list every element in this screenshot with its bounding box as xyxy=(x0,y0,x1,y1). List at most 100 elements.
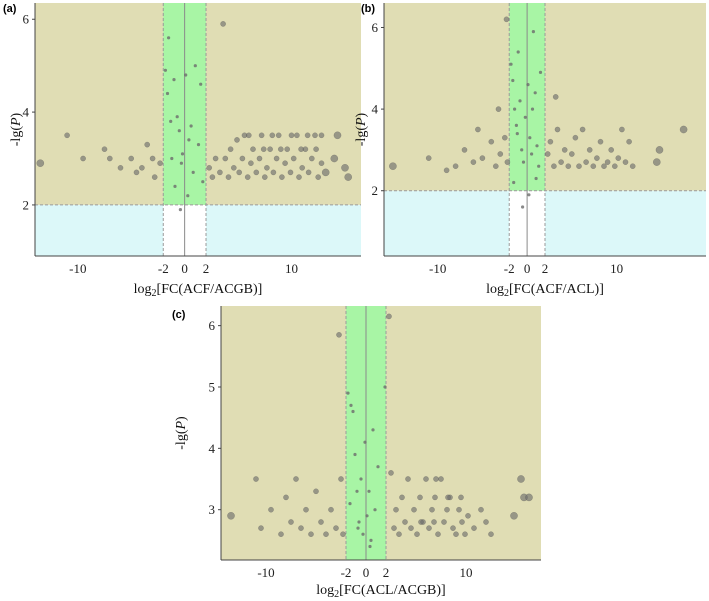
data-point xyxy=(338,476,344,482)
data-point xyxy=(450,525,456,531)
data-point xyxy=(488,531,494,538)
data-point xyxy=(572,134,579,141)
data-point xyxy=(425,155,432,161)
data-point xyxy=(517,475,525,483)
data-point xyxy=(107,155,113,162)
data-point xyxy=(178,208,182,212)
x-tick-label: 2 xyxy=(542,261,549,276)
data-point xyxy=(414,531,420,538)
y-tick-label: 2 xyxy=(372,183,379,198)
data-point xyxy=(521,160,526,164)
data-point xyxy=(258,132,265,139)
data-point xyxy=(465,513,471,519)
data-point xyxy=(367,489,371,493)
data-point xyxy=(369,538,373,543)
data-point xyxy=(315,174,322,180)
data-point xyxy=(561,147,568,153)
data-point xyxy=(535,144,539,148)
data-point xyxy=(244,174,251,180)
data-point xyxy=(184,73,188,77)
data-point xyxy=(261,174,268,180)
data-point xyxy=(258,525,264,531)
data-point xyxy=(191,170,195,174)
data-point xyxy=(227,146,234,152)
x-tick-label: 2 xyxy=(383,565,390,580)
data-point xyxy=(196,143,201,147)
data-point xyxy=(287,169,294,176)
data-point xyxy=(186,194,190,198)
x-tick-label: 0 xyxy=(524,261,531,276)
data-point xyxy=(294,132,300,139)
data-point xyxy=(357,520,361,524)
data-point xyxy=(296,174,302,180)
data-point xyxy=(239,155,246,162)
data-point xyxy=(225,174,232,180)
data-point xyxy=(530,152,534,156)
data-point xyxy=(346,391,350,395)
data-point xyxy=(234,137,240,143)
panel-label: (b) xyxy=(361,3,375,15)
data-point xyxy=(528,136,532,140)
data-point xyxy=(199,82,203,86)
data-point xyxy=(488,138,495,145)
x-axis-title: log2[FC(ACF/ACGB)] xyxy=(134,282,263,299)
y-tick-label: 4 xyxy=(23,105,30,120)
data-point xyxy=(459,519,465,525)
data-point xyxy=(227,512,235,520)
data-point xyxy=(212,155,219,162)
data-point xyxy=(433,476,439,482)
data-point xyxy=(475,126,481,133)
data-point xyxy=(626,138,632,145)
data-point xyxy=(175,115,179,119)
y-tick-label: 5 xyxy=(209,380,216,395)
data-point xyxy=(172,78,176,82)
data-point xyxy=(336,331,342,338)
data-point xyxy=(679,125,688,134)
data-point xyxy=(323,531,329,538)
data-point xyxy=(318,519,324,525)
data-point xyxy=(530,107,535,111)
data-point xyxy=(201,180,205,184)
data-point xyxy=(270,169,277,176)
data-point xyxy=(179,161,183,165)
data-point xyxy=(411,506,417,513)
data-point xyxy=(245,132,252,139)
y-tick-label: 3 xyxy=(209,502,216,517)
data-point xyxy=(373,508,377,512)
x-tick-label: -10 xyxy=(429,261,446,276)
data-point xyxy=(521,205,525,209)
data-point xyxy=(612,163,618,169)
data-point xyxy=(538,70,543,74)
data-point xyxy=(298,146,304,152)
data-point xyxy=(278,531,284,538)
data-point xyxy=(269,132,276,139)
data-point xyxy=(426,525,432,531)
data-point xyxy=(552,94,559,100)
data-point xyxy=(308,531,314,538)
data-point xyxy=(117,164,124,171)
data-point xyxy=(554,126,561,133)
data-point xyxy=(483,519,489,525)
data-point xyxy=(283,494,289,501)
data-point xyxy=(340,531,346,538)
data-point xyxy=(267,146,273,152)
data-point xyxy=(525,493,533,502)
data-point xyxy=(206,164,212,171)
data-point xyxy=(516,50,520,54)
data-point xyxy=(438,476,444,482)
data-point xyxy=(456,506,462,513)
data-point xyxy=(531,30,536,34)
data-point xyxy=(453,531,459,538)
data-point xyxy=(359,477,363,481)
x-tick-label: 10 xyxy=(610,261,623,276)
data-point xyxy=(170,156,174,161)
data-point xyxy=(209,174,216,180)
data-point xyxy=(312,132,318,139)
data-point xyxy=(101,146,108,152)
data-point xyxy=(495,106,502,112)
data-point xyxy=(290,155,297,162)
x-tick-label: 2 xyxy=(203,261,210,276)
data-point xyxy=(569,151,575,157)
data-point xyxy=(298,525,304,531)
data-point xyxy=(619,126,625,133)
